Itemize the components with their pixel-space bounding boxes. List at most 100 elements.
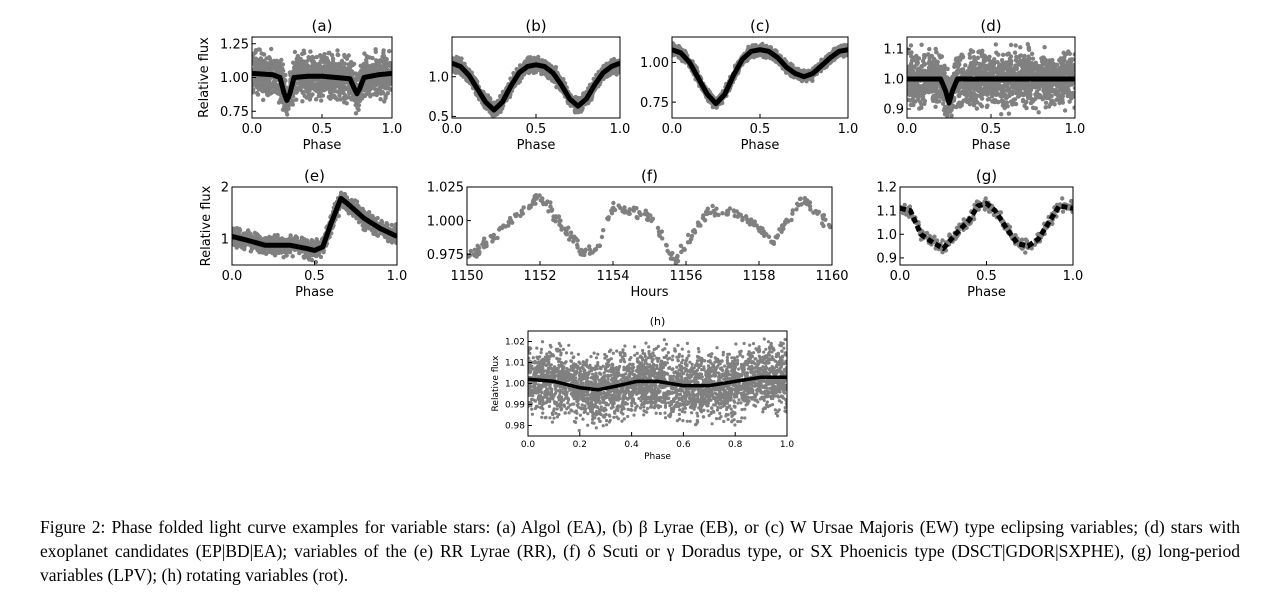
scatter-point bbox=[304, 63, 309, 69]
scatter-point bbox=[993, 42, 998, 47]
scatter-point bbox=[258, 56, 264, 61]
scatter-point bbox=[269, 46, 274, 52]
scatter-point bbox=[297, 61, 302, 67]
scatter-point bbox=[343, 96, 348, 101]
scatter-point bbox=[358, 63, 363, 68]
scatter-point bbox=[280, 107, 286, 112]
scatter-point bbox=[672, 41, 676, 46]
scatter-point bbox=[253, 48, 259, 53]
scatter-point bbox=[388, 87, 392, 92]
scatter-point bbox=[254, 78, 259, 83]
scatter-point bbox=[307, 88, 312, 93]
x-tick-label: 0.0 bbox=[442, 122, 463, 137]
scatter-point bbox=[304, 79, 309, 84]
scatter-point bbox=[279, 95, 284, 101]
scatter-point bbox=[252, 87, 256, 92]
scatter-point bbox=[327, 65, 332, 70]
scatter-point bbox=[753, 43, 758, 48]
panel-d: 0.0 0.5 1.00.91.01.1(d)Phase bbox=[883, 17, 1085, 153]
scatter-point bbox=[330, 85, 335, 91]
scatter-point bbox=[307, 82, 312, 87]
scatter-point bbox=[371, 69, 377, 74]
x-tick-label: 1.0 bbox=[838, 122, 859, 137]
scatter-point bbox=[310, 92, 315, 97]
scatter-point bbox=[335, 89, 340, 94]
scatter-point bbox=[373, 78, 379, 83]
model-curve bbox=[252, 70, 392, 103]
scatter-point bbox=[377, 80, 382, 85]
scatter-point bbox=[319, 98, 324, 103]
scatter-point bbox=[714, 105, 719, 110]
scatter-point bbox=[376, 60, 381, 65]
scatter-point bbox=[761, 54, 766, 60]
scatter-point bbox=[362, 64, 368, 69]
scatter-point bbox=[527, 59, 532, 65]
scatter-point bbox=[313, 97, 319, 102]
scatter-point bbox=[337, 93, 342, 98]
scatter-point bbox=[339, 64, 344, 70]
scatter-point bbox=[329, 53, 335, 58]
scatter-point bbox=[316, 82, 321, 87]
scatter-point bbox=[338, 97, 343, 102]
scatter-point bbox=[1012, 50, 1018, 55]
scatter-point bbox=[710, 104, 716, 110]
scatter-point bbox=[380, 54, 385, 59]
scatter-point bbox=[578, 109, 584, 114]
scatter-point bbox=[258, 76, 263, 81]
scatter-point bbox=[342, 100, 347, 105]
scatter-point bbox=[343, 86, 349, 92]
scatter-point bbox=[454, 54, 459, 60]
scatter-point bbox=[456, 70, 461, 75]
scatter-point bbox=[945, 124, 949, 128]
scatter-point bbox=[330, 89, 335, 94]
scatter-point bbox=[359, 96, 365, 101]
scatter-point bbox=[276, 100, 282, 105]
scatter-point bbox=[354, 72, 359, 77]
scatter-point bbox=[361, 68, 367, 73]
y-tick-label: 0.75 bbox=[640, 96, 669, 111]
scatter-point bbox=[292, 71, 297, 76]
scatter-point bbox=[459, 56, 464, 61]
scatter-point bbox=[254, 90, 260, 96]
x-tick-label: 1.0 bbox=[610, 122, 631, 137]
scatter-point bbox=[320, 66, 325, 71]
scatter-point bbox=[387, 78, 392, 83]
scatter-point bbox=[350, 62, 355, 68]
scatter-point bbox=[526, 55, 531, 60]
scatter-point bbox=[303, 85, 308, 90]
panel-c: 0.0 0.5 1.00.751.00(c)Phase bbox=[640, 17, 858, 153]
scatter-point bbox=[294, 89, 300, 94]
scatter-point bbox=[273, 83, 278, 88]
scatter-point bbox=[306, 92, 312, 97]
scatter-point bbox=[385, 91, 390, 96]
scatter-point bbox=[361, 86, 367, 92]
scatter-point bbox=[545, 75, 551, 81]
scatter-point bbox=[320, 93, 326, 98]
x-tick-label: 0.0 bbox=[662, 122, 683, 137]
scatter-point bbox=[354, 97, 360, 103]
scatter-point bbox=[298, 56, 303, 61]
scatter-point bbox=[312, 69, 318, 75]
scatter-point bbox=[388, 64, 392, 69]
scatter-point bbox=[370, 55, 375, 61]
scatter-point bbox=[298, 84, 303, 90]
scatter-point bbox=[974, 106, 980, 111]
scatter-point bbox=[338, 89, 343, 94]
scatter-point bbox=[295, 70, 301, 75]
scatter-point bbox=[349, 95, 354, 101]
scatter-point bbox=[368, 83, 373, 89]
scatter-point bbox=[335, 52, 340, 57]
scatter-point bbox=[537, 68, 543, 73]
scatter-point bbox=[302, 50, 307, 56]
scatter-point bbox=[591, 76, 596, 82]
scatter-point bbox=[1000, 52, 1006, 57]
scatter-point bbox=[265, 91, 270, 96]
x-tick-label: 1.0 bbox=[382, 122, 403, 137]
scatter-point bbox=[790, 63, 795, 68]
scatter-point bbox=[942, 63, 947, 68]
scatter-point bbox=[256, 86, 261, 92]
scatter-point bbox=[326, 79, 331, 84]
panel-title: (a) bbox=[312, 17, 333, 35]
scatter-point bbox=[378, 91, 384, 96]
scatter-point bbox=[355, 106, 360, 111]
